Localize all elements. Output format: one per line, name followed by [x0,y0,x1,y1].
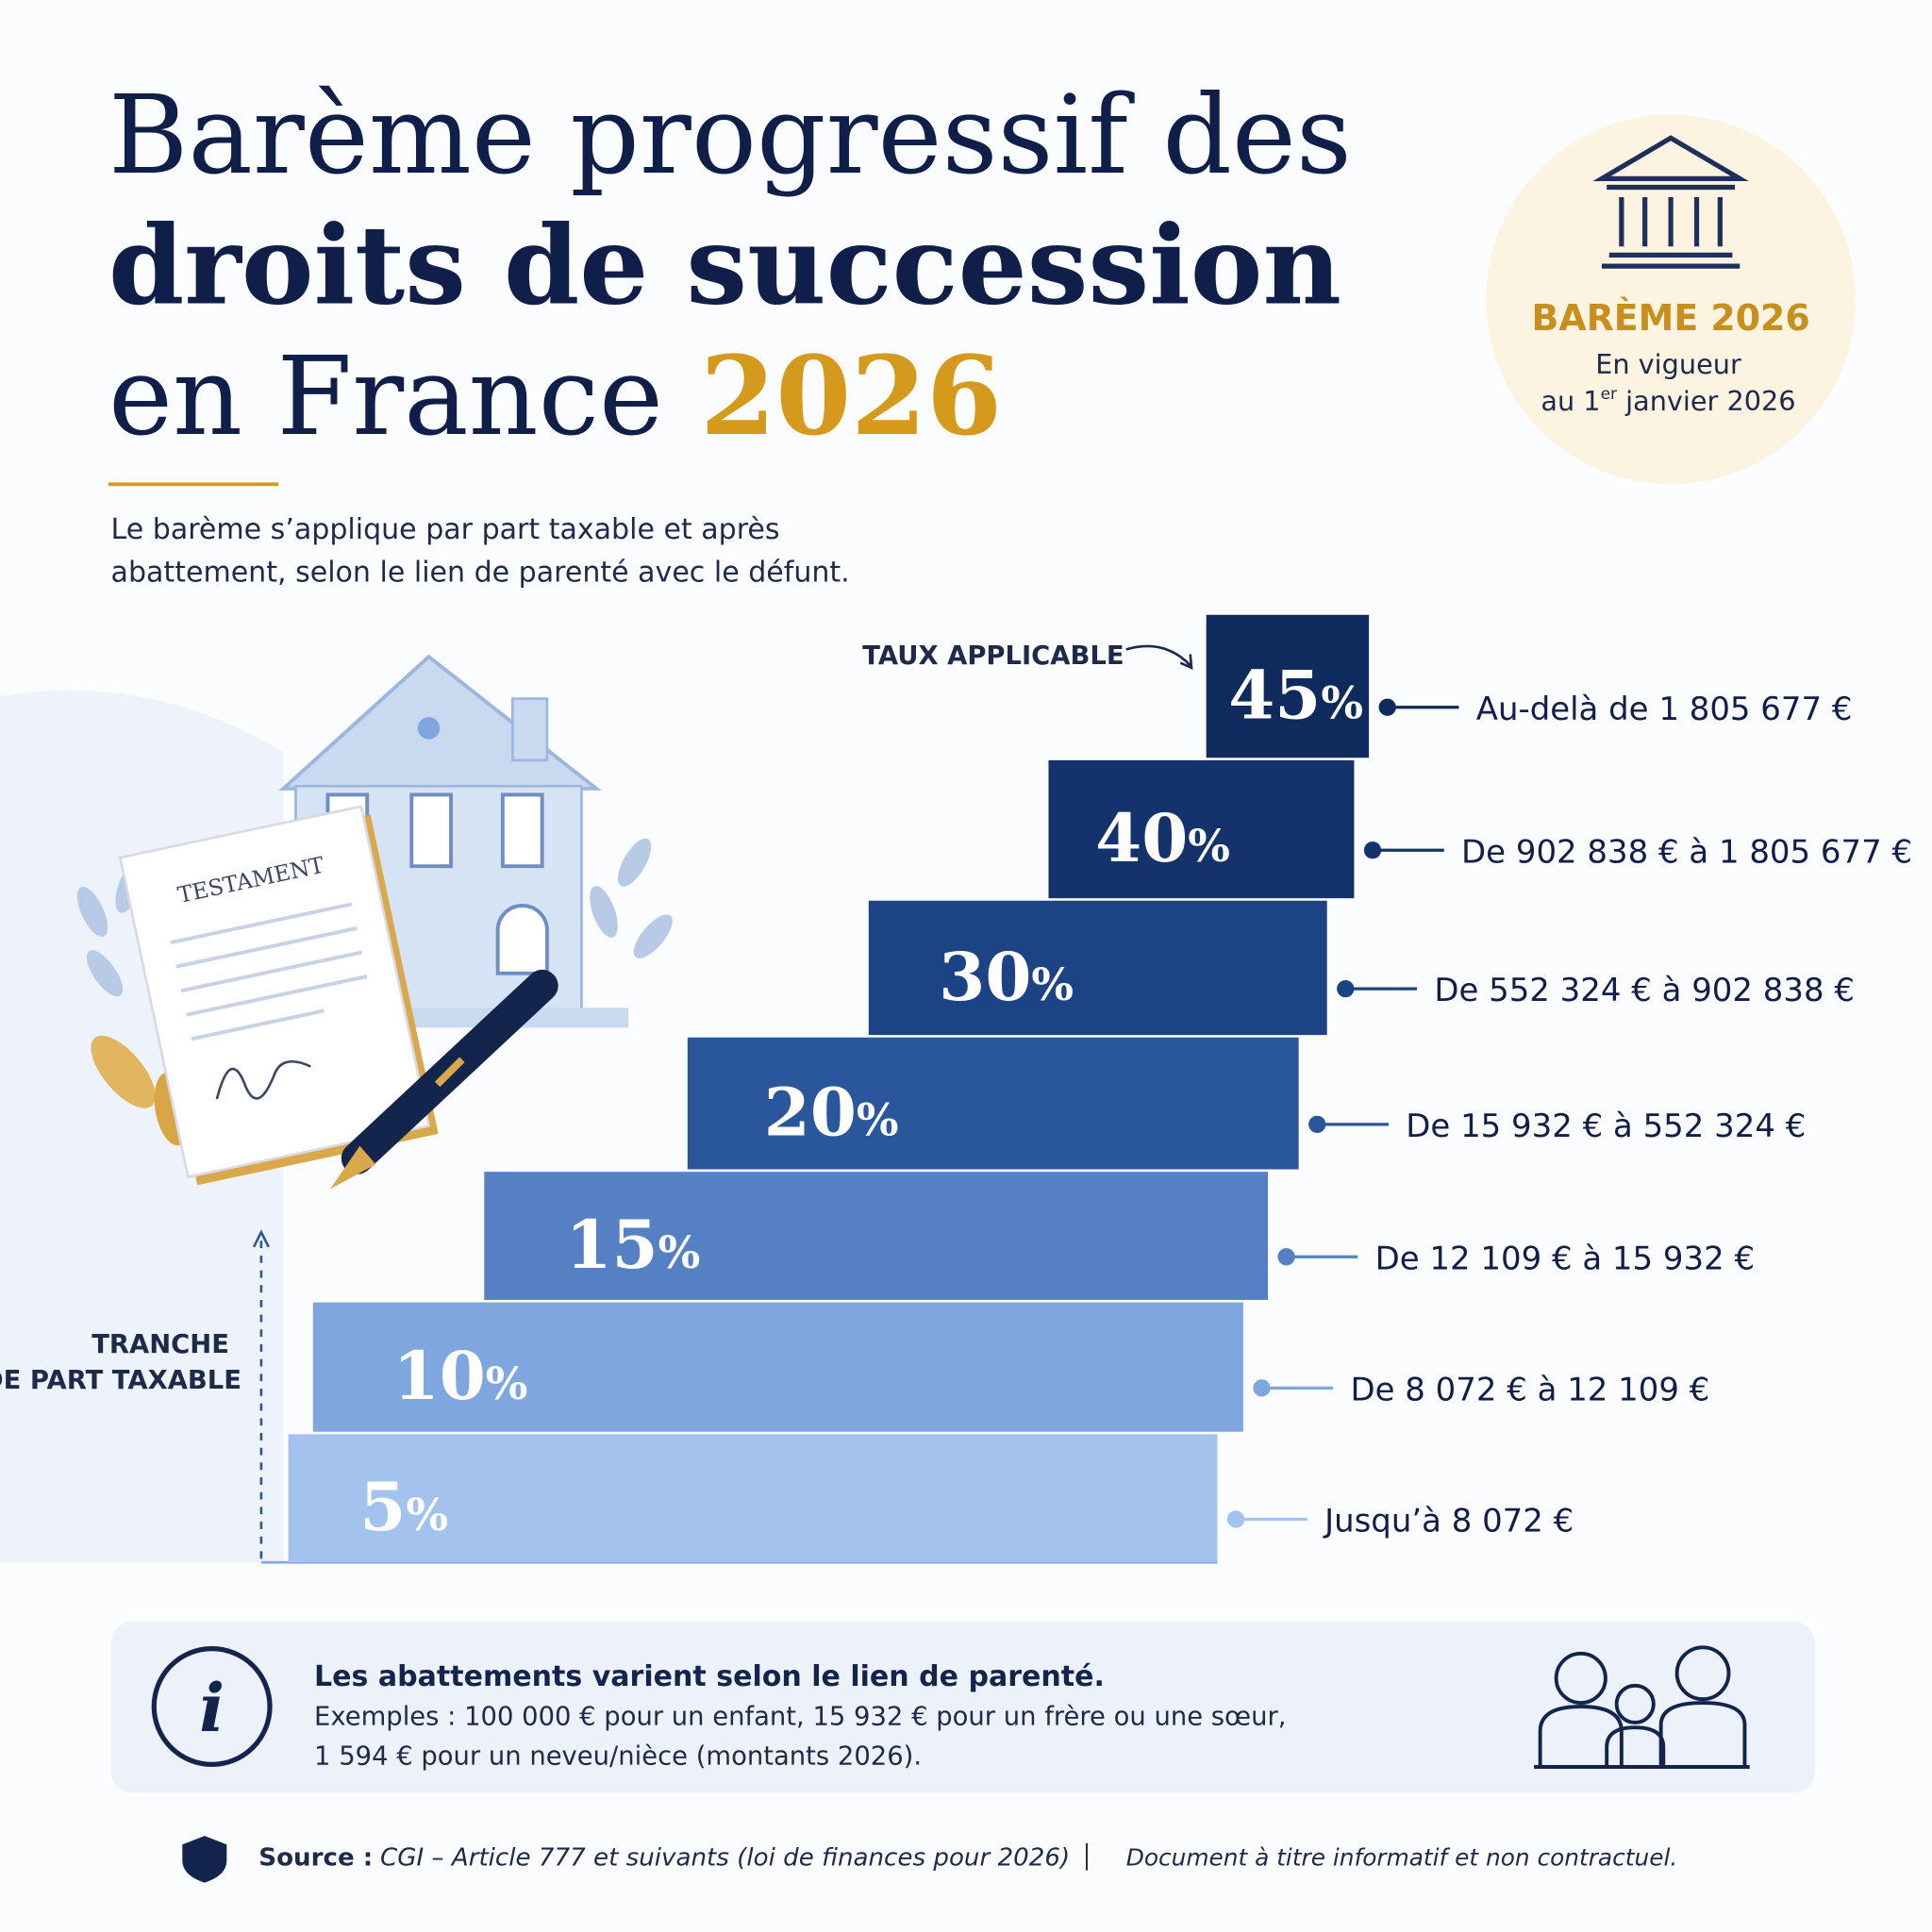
step [1206,614,1370,758]
rate-unit: % [1031,959,1074,1011]
info-heading: Les abattements varient selon le lien de… [314,1660,1105,1693]
rate-unit: % [1321,677,1363,729]
range-label: De 8 072 € à 12 109 € [1351,1371,1710,1408]
rate-unit: % [857,1095,899,1147]
rate-label: 10% [393,1337,528,1415]
info-text: 1 594 € pour un neveu/nièce (montants 20… [314,1741,922,1771]
rate-unit: % [406,1490,448,1541]
info-box: i Les abattements varient selon le lien … [110,1621,1815,1793]
axis-label: DE PART TAXABLE [0,1366,242,1395]
badge: BARÈME 2026 En vigueur au 1er janvier 20… [1486,114,1857,485]
subtitle: Le barème s’applique par part taxable et… [111,513,780,546]
rate-number: 5 [359,1468,406,1546]
info-icon-letter: i [199,1669,225,1747]
info-background [110,1621,1815,1793]
step [687,1037,1299,1170]
connector-dot [1226,1510,1245,1528]
badge-text: En vigueur [1595,348,1741,380]
range-label: De 902 838 € à 1 805 677 € [1461,833,1912,871]
rate-arrow-head [1179,654,1193,671]
rate-label: 5% [359,1468,448,1546]
rate-unit: % [1188,821,1230,873]
step [288,1434,1218,1563]
range-label: De 552 324 € à 902 838 € [1434,972,1855,1009]
axis-arrow-head [252,1229,270,1248]
source-label: Source : [258,1843,373,1872]
rate-number: 10 [393,1337,486,1415]
rate-arrow [1125,644,1191,667]
title-text: en France [108,334,663,460]
footer-disclaimer: Document à titre informatif et non contr… [1126,1843,1677,1871]
badge-superscript: er [1601,385,1617,404]
rate-unit: % [486,1358,528,1410]
range-label: De 15 932 € à 552 324 € [1406,1108,1806,1145]
subtitle: abattement, selon le lien de parenté ave… [111,556,850,589]
family-icon [1534,1645,1750,1769]
step [868,900,1327,1036]
rate-label: 40% [1095,799,1230,877]
rate-number: 15 [566,1206,658,1284]
badge-text-part: au 1 [1541,385,1600,417]
title-line: en France 2026 [108,333,1002,460]
axis-label: TRANCHE [92,1330,229,1359]
rate-number: 40 [1095,799,1188,877]
step [484,1172,1268,1300]
range-label: De 12 109 € à 15 932 € [1375,1240,1755,1277]
step [1048,759,1355,899]
badge-text: au 1er janvier 2026 [1541,385,1795,417]
illustration: TESTAMENT [76,654,673,1190]
rate-number: 30 [939,938,1031,1016]
range-label: Au-delà de 1 805 677 € [1476,691,1853,728]
rate-label: 20% [764,1074,899,1152]
rate-number: 45 [1228,656,1321,734]
info-text: Exemples : 100 000 € pour un enfant, 15 … [314,1703,1286,1732]
step [312,1302,1243,1432]
rate-label: 15% [566,1206,701,1284]
title-year: 2026 [700,333,1002,460]
source-text: CGI – Article 777 et suivants (loi de fi… [380,1843,1070,1872]
badge-circle [1486,114,1857,485]
steps: 45% Au-delà de 1 805 677 € 40% De 902 838 €… [288,614,1912,1563]
rate-unit: % [658,1227,701,1279]
rate-number: 20 [764,1074,857,1152]
badge-text-part: janvier 2026 [1617,385,1796,417]
badge-title: BARÈME 2026 [1531,297,1809,339]
rate-label: TAUX APPLICABLE [862,641,1124,671]
shield-icon [182,1836,227,1883]
title-line: Barème progressif des [108,73,1352,199]
info-icon [151,1645,273,1767]
footer-source: Source : CGI – Article 777 et suivants (l… [258,1843,1070,1872]
rate-label: 30% [939,938,1074,1016]
range-label: Jusqu’à 8 072 € [1323,1503,1574,1541]
rate-label: 45% [1228,656,1363,734]
temple-icon [1592,135,1749,269]
title-line: droits de succession [108,202,1341,329]
